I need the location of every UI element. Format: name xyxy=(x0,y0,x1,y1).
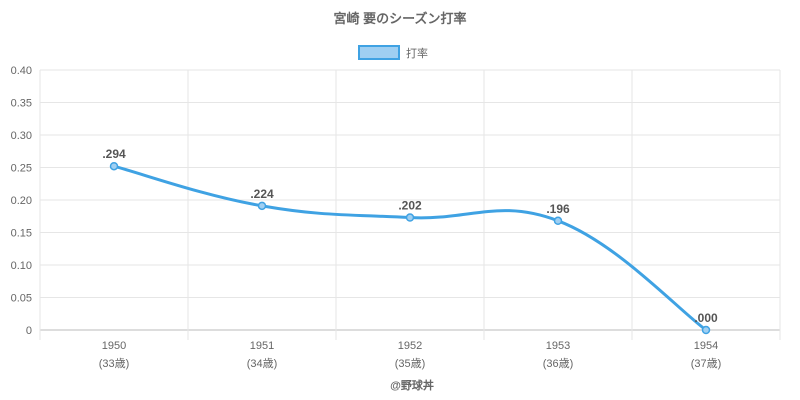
legend-swatch xyxy=(358,45,400,60)
grid xyxy=(39,69,781,340)
x-tick-label: 1953 xyxy=(546,340,570,352)
x-tick-label: 1954 xyxy=(694,340,718,352)
series-batting-average xyxy=(109,161,711,335)
x-tick-sublabel: (37歳) xyxy=(691,357,722,370)
x-tick-sublabel: (35歳) xyxy=(395,357,426,370)
x-tick-label: 1952 xyxy=(398,340,422,352)
y-tick-label: 0.35 xyxy=(11,98,32,110)
data-point[interactable] xyxy=(257,201,267,211)
y-tick-label: 0.10 xyxy=(11,260,32,272)
y-tick-label: 0.40 xyxy=(11,65,32,77)
x-tick-label: 1950 xyxy=(102,340,126,352)
data-label: .202 xyxy=(398,199,422,213)
data-label: .000 xyxy=(694,311,718,325)
credit-text: @野球丼 xyxy=(390,378,434,392)
x-tick-sublabel: (36歳) xyxy=(543,357,574,370)
x-tick-sublabel: (33歳) xyxy=(99,357,130,370)
y-tick-label: 0.15 xyxy=(11,228,32,240)
data-point[interactable] xyxy=(109,161,119,171)
series-line xyxy=(112,164,708,332)
y-tick-label: 0.20 xyxy=(11,195,32,207)
y-tick-label: 0.25 xyxy=(11,163,32,175)
data-point[interactable] xyxy=(553,216,563,226)
y-tick-label: 0.30 xyxy=(11,130,32,142)
x-axis: 1950 (33歳) 1951 (34歳) 1952 (35歳) 1953 (36歳) 1954… xyxy=(99,340,722,370)
data-point[interactable] xyxy=(405,213,415,222)
chart-title: 宮崎 要のシーズン打率 xyxy=(334,11,467,26)
data-point[interactable] xyxy=(701,325,711,335)
y-tick-label: 0 xyxy=(26,325,32,337)
x-tick-label: 1951 xyxy=(250,340,274,352)
x-tick-sublabel: (34歳) xyxy=(247,357,278,370)
data-label: .294 xyxy=(102,147,126,161)
legend[interactable]: 打率 xyxy=(358,45,428,60)
data-label: .224 xyxy=(250,187,274,201)
legend-label: 打率 xyxy=(406,46,428,60)
data-label: .196 xyxy=(546,202,570,216)
y-axis: 0 0.05 0.10 0.15 0.20 0.25 0.30 0.35 0.40 xyxy=(11,65,32,337)
y-tick-label: 0.05 xyxy=(11,293,32,305)
data-labels: .294 .224 .202 .196 .000 xyxy=(102,147,718,325)
